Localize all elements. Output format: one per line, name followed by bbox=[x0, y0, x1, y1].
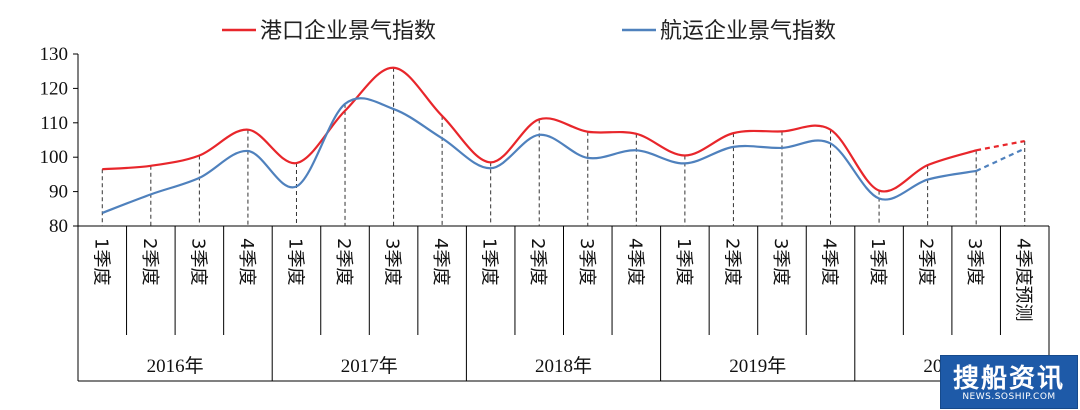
watermark-main-text: 搜船资讯 bbox=[952, 364, 1065, 394]
category-label: 4季度预测 bbox=[1013, 238, 1034, 321]
year-label: 2018年 bbox=[535, 355, 592, 377]
category-label: 1季度 bbox=[867, 238, 888, 285]
category-label-text: 2季度 bbox=[916, 238, 937, 285]
series-line-1 bbox=[102, 66, 977, 193]
category-label: 1季度 bbox=[673, 238, 694, 285]
y-tick-label: 100 bbox=[40, 147, 69, 168]
y-axis: 80 90 100 110 120 130 bbox=[40, 44, 78, 237]
category-label: 4季度 bbox=[819, 238, 840, 285]
year-label: 2019年 bbox=[729, 355, 786, 377]
watermark-sub-text: NEWS.SOSHIP.COM bbox=[962, 392, 1056, 402]
category-label: 2季度 bbox=[527, 238, 548, 285]
category-label-text: 1季度 bbox=[479, 238, 500, 285]
y-tick-label: 120 bbox=[40, 78, 69, 99]
category-label-text: 1季度 bbox=[90, 238, 111, 285]
x-axis: 1季度 2季度 3季度 4季度 1季度 2季度 3季度 4季度 1季度 2季度 3季度 4季度 1季度 2… bbox=[77, 226, 1050, 381]
category-label-text: 4季度 bbox=[236, 238, 257, 285]
legend-label-2: 航运企业景气指数 bbox=[660, 19, 836, 44]
year-label: 2017年 bbox=[341, 355, 398, 377]
category-label: 2季度 bbox=[916, 238, 937, 285]
y-tick-label: 90 bbox=[49, 182, 68, 203]
category-label-text: 1季度 bbox=[867, 238, 888, 285]
category-label: 2季度 bbox=[333, 238, 354, 285]
category-label: 3季度 bbox=[187, 238, 208, 285]
quarter-drop-lines bbox=[101, 67, 1026, 226]
category-label-text: 2季度 bbox=[721, 238, 742, 285]
watermark-logo: 搜船资讯 NEWS.SOSHIP.COM bbox=[940, 355, 1078, 409]
category-label: 2季度 bbox=[139, 238, 160, 285]
category-label: 1季度 bbox=[479, 238, 500, 285]
y-tick-label: 130 bbox=[40, 44, 69, 65]
category-label-text: 3季度 bbox=[964, 238, 985, 285]
legend-label-1: 港口企业景气指数 bbox=[260, 19, 436, 44]
year-label: 2016年 bbox=[147, 355, 204, 377]
category-label: 1季度 bbox=[284, 238, 305, 285]
series-lines bbox=[101, 66, 1026, 214]
category-label: 3季度 bbox=[964, 238, 985, 285]
category-label-text: 2季度 bbox=[333, 238, 354, 285]
category-label: 3季度 bbox=[382, 238, 403, 285]
legend: 港口企业景气指数 航运企业景气指数 bbox=[222, 19, 836, 44]
category-label-text: 2季度 bbox=[139, 238, 160, 285]
y-tick-label: 80 bbox=[49, 216, 68, 237]
category-label-text: 3季度 bbox=[382, 238, 403, 285]
y-tick-label: 110 bbox=[40, 113, 68, 134]
category-label-text: 3季度 bbox=[187, 238, 208, 285]
category-label: 1季度 bbox=[90, 238, 111, 285]
series-line-2 bbox=[101, 97, 977, 214]
category-label-text: 4季度 bbox=[624, 238, 645, 285]
category-label-text: 3季度 bbox=[770, 238, 791, 285]
category-label-text: 1季度 bbox=[284, 238, 305, 285]
category-label: 4季度 bbox=[236, 238, 257, 285]
category-label: 3季度 bbox=[576, 238, 597, 285]
category-label-text: 3季度 bbox=[576, 238, 597, 285]
category-label-text: 4季度 bbox=[430, 238, 451, 285]
category-label: 2季度 bbox=[721, 238, 742, 285]
category-label: 4季度 bbox=[430, 238, 451, 285]
category-label-text: 4季度预测 bbox=[1013, 238, 1034, 321]
series-forecast-line-1 bbox=[975, 139, 1025, 152]
category-label-text: 2季度 bbox=[527, 238, 548, 285]
series-forecast-line-2 bbox=[975, 147, 1026, 172]
category-label-text: 1季度 bbox=[673, 238, 694, 285]
category-label: 4季度 bbox=[624, 238, 645, 285]
category-label-text: 4季度 bbox=[819, 238, 840, 285]
category-label: 3季度 bbox=[770, 238, 791, 285]
